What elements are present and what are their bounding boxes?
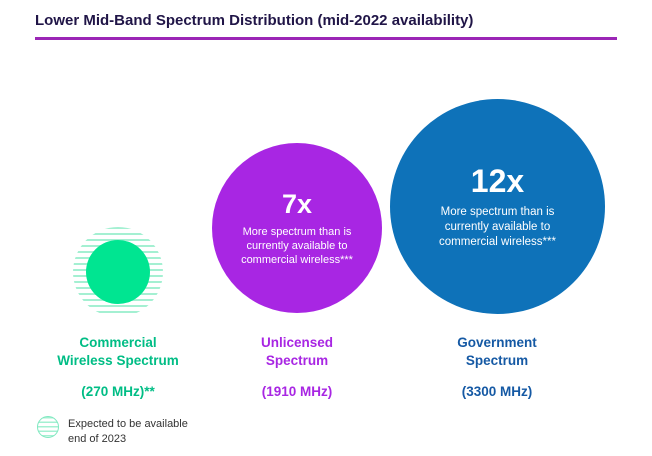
- mhz-sublabel: (3300 MHz): [461, 384, 533, 400]
- label-line: Unlicensed: [260, 335, 334, 350]
- multiplier-label: 7x: [281, 188, 313, 219]
- unlicensed-spectrum-circle: 7x More spectrum than is currently avail…: [212, 143, 382, 313]
- legend-line: end of 2023: [68, 432, 127, 445]
- legend: Expected to be available end of 2023: [37, 416, 188, 446]
- label-line: Government: [457, 335, 537, 350]
- label-line: Wireless Spectrum: [57, 353, 179, 369]
- mhz-sublabel: (1910 MHz): [261, 384, 333, 400]
- chart-header: Lower Mid-Band Spectrum Distribution (mi…: [35, 12, 617, 40]
- legend-text: Expected to be available end of 2023: [68, 416, 188, 446]
- multiplier-description: More spectrum than is currently availabl…: [439, 206, 556, 248]
- government-spectrum-circle: 12x More spectrum than is currently avai…: [390, 99, 605, 314]
- chart-title: Lower Mid-Band Spectrum Distribution (mi…: [35, 12, 474, 29]
- government-spectrum-label: Government Spectrum (3300 MHz): [412, 334, 582, 402]
- commercial-spectrum-circle: [86, 240, 150, 304]
- label-line: Spectrum: [265, 353, 329, 369]
- commercial-spectrum-label: Commercial Wireless Spectrum (270 MHz)**: [33, 334, 203, 402]
- mhz-sublabel: (270 MHz)**: [81, 384, 155, 400]
- multiplier-description: More spectrum than is currently availabl…: [241, 225, 353, 267]
- hatched-circle-icon: [37, 416, 59, 438]
- multiplier-label: 12x: [470, 163, 525, 200]
- label-line: Commercial: [79, 335, 157, 350]
- label-line: Spectrum: [465, 353, 529, 369]
- legend-line: Expected to be available: [68, 418, 188, 430]
- unlicensed-spectrum-label: Unlicensed Spectrum (1910 MHz): [212, 334, 382, 402]
